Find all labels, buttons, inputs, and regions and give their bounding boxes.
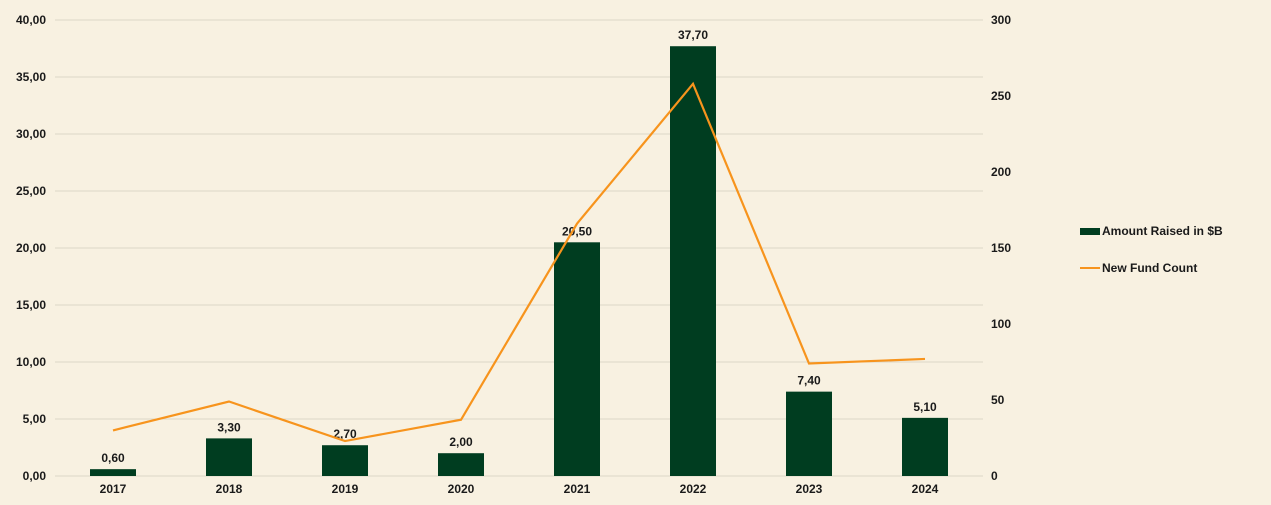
left-tick-label: 10,00 bbox=[16, 355, 46, 369]
bar-data-label: 2,00 bbox=[449, 435, 473, 449]
legend-swatch-bar bbox=[1080, 228, 1100, 235]
x-tick-label: 2022 bbox=[680, 482, 707, 496]
right-tick-label: 50 bbox=[991, 393, 1005, 407]
bar-data-label: 3,30 bbox=[217, 420, 241, 434]
legend-label: Amount Raised in $B bbox=[1102, 224, 1223, 238]
x-tick-label: 2023 bbox=[796, 482, 823, 496]
right-tick-label: 0 bbox=[991, 469, 998, 483]
bar-data-label: 5,10 bbox=[913, 400, 937, 414]
left-tick-label: 20,00 bbox=[16, 241, 46, 255]
bar bbox=[90, 469, 136, 476]
left-tick-label: 5,00 bbox=[23, 412, 47, 426]
bar bbox=[670, 46, 716, 476]
legend: Amount Raised in $B New Fund Count bbox=[1080, 224, 1223, 275]
right-tick-label: 100 bbox=[991, 317, 1011, 331]
left-tick-label: 30,00 bbox=[16, 127, 46, 141]
gridlines bbox=[55, 20, 983, 476]
right-y-axis: 0 50 100 150 200 250 300 bbox=[991, 13, 1011, 483]
bar-data-label: 37,70 bbox=[678, 28, 708, 42]
bar bbox=[554, 242, 600, 476]
x-tick-label: 2024 bbox=[912, 482, 939, 496]
right-tick-label: 200 bbox=[991, 165, 1011, 179]
bar-data-label: 7,40 bbox=[797, 374, 821, 388]
left-tick-label: 25,00 bbox=[16, 184, 46, 198]
x-tick-label: 2019 bbox=[332, 482, 359, 496]
x-tick-label: 2021 bbox=[564, 482, 591, 496]
left-tick-label: 40,00 bbox=[16, 13, 46, 27]
bar bbox=[206, 438, 252, 476]
legend-label: New Fund Count bbox=[1102, 261, 1197, 275]
right-tick-label: 150 bbox=[991, 241, 1011, 255]
left-tick-label: 35,00 bbox=[16, 70, 46, 84]
bar-series bbox=[90, 46, 948, 476]
bar-data-label: 20,50 bbox=[562, 224, 592, 238]
left-tick-label: 0,00 bbox=[23, 469, 47, 483]
left-y-axis: 0,00 5,00 10,00 15,00 20,00 25,00 30,00 35,00 40… bbox=[16, 13, 46, 483]
bar bbox=[786, 392, 832, 476]
bar-data-label: 0,60 bbox=[101, 451, 125, 465]
x-axis: 2017 2018 2019 2020 2021 2022 2023 2024 bbox=[100, 482, 939, 496]
x-tick-label: 2018 bbox=[216, 482, 243, 496]
bar bbox=[438, 453, 484, 476]
x-tick-label: 2017 bbox=[100, 482, 127, 496]
right-tick-label: 300 bbox=[991, 13, 1011, 27]
x-tick-label: 2020 bbox=[448, 482, 475, 496]
left-tick-label: 15,00 bbox=[16, 298, 46, 312]
right-tick-label: 250 bbox=[991, 89, 1011, 103]
bar bbox=[902, 418, 948, 476]
bar bbox=[322, 445, 368, 476]
